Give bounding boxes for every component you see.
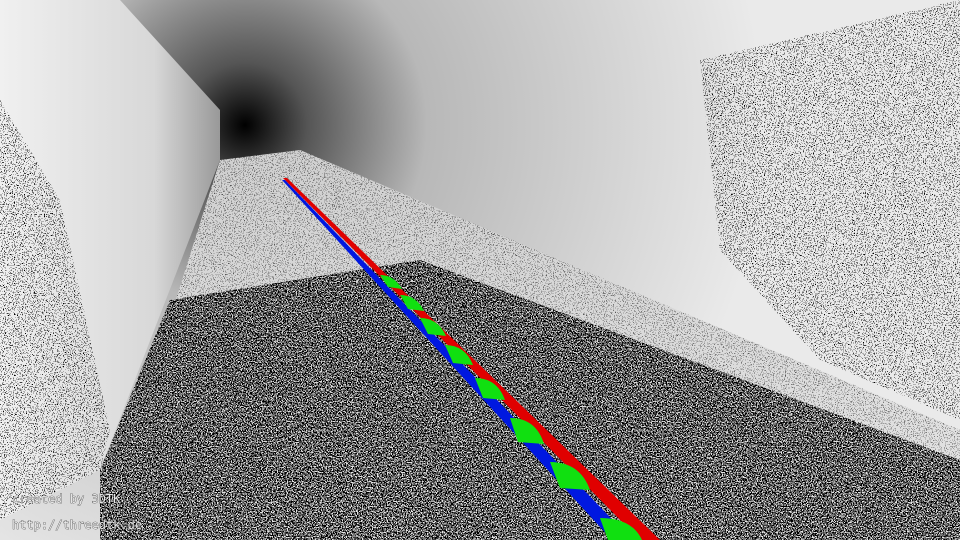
watermark-line1: created by 3DTK <box>12 492 121 506</box>
watermark-line2: http://threedtk.de <box>12 518 142 532</box>
trajectory <box>282 178 660 540</box>
trajectory-red <box>283 178 660 540</box>
trajectory-green <box>380 275 642 540</box>
